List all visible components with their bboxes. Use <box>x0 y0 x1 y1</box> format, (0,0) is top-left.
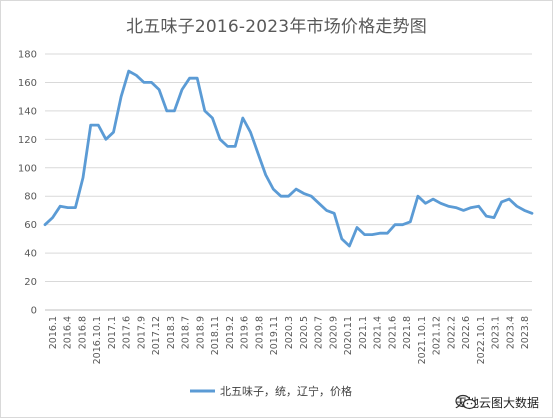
x-tick-label-13: 2019.6 <box>240 316 251 349</box>
x-tick-label-12: 2019.2 <box>225 316 236 349</box>
x-tick-label-21: 2021.1 <box>358 316 369 349</box>
y-tick-label-5: 100 <box>18 163 37 174</box>
y-tick-label-1: 20 <box>24 277 37 288</box>
x-tick-label-27: 2022.2 <box>446 316 457 349</box>
x-tick-label-4: 2017.1 <box>107 316 118 349</box>
x-tick-label-23: 2021.6 <box>387 316 398 349</box>
wechat-icon <box>455 394 477 410</box>
y-tick-label-2: 40 <box>24 249 37 260</box>
x-tick-label-26: 2021.12 <box>432 316 443 355</box>
x-tick-label-31: 2023.4 <box>505 316 516 349</box>
y-tick-label-6: 120 <box>18 135 37 146</box>
x-tick-label-2: 2016.8 <box>77 316 88 349</box>
x-axis-ticks: 2016.1 2016.4 2016.8 2016.10.1 2017.1 2017.6 2… <box>48 316 531 364</box>
x-tick-label-29: 2022.10.1 <box>476 316 487 364</box>
x-tick-label-1: 2016.4 <box>63 316 74 349</box>
x-tick-label-18: 2020.7 <box>314 316 325 349</box>
legend: 北五味子，统，辽宁，价格 <box>190 384 352 398</box>
y-tick-label-9: 180 <box>18 50 37 61</box>
x-tick-label-15: 2019.11 <box>269 316 280 355</box>
x-tick-label-30: 2023.1 <box>491 316 502 349</box>
legend-label: 北五味子，统，辽宁，价格 <box>220 384 352 398</box>
grid-lines <box>45 53 532 311</box>
x-tick-label-14: 2019.8 <box>254 316 265 349</box>
x-tick-label-3: 2016.10.1 <box>92 316 103 364</box>
x-tick-label-6: 2017.9 <box>136 316 147 349</box>
x-tick-label-19: 2020.9 <box>328 316 339 349</box>
x-tick-label-8: 2018.3 <box>166 316 177 349</box>
y-tick-label-3: 60 <box>24 220 37 231</box>
y-tick-label-4: 80 <box>24 192 37 203</box>
watermark: 天地云图大数据 <box>455 394 539 411</box>
series-line-0 <box>43 69 534 248</box>
x-tick-label-10: 2018.9 <box>195 316 206 349</box>
x-tick-label-28: 2022.6 <box>461 316 472 349</box>
x-tick-label-24: 2021.8 <box>402 316 413 349</box>
watermark-text: 天地云图大数据 <box>454 396 539 410</box>
x-tick-label-16: 2020.3 <box>284 316 295 349</box>
x-tick-label-9: 2018.7 <box>181 316 192 349</box>
x-tick-label-11: 2018.11 <box>210 316 221 355</box>
x-tick-label-22: 2021.4 <box>373 316 384 349</box>
y-tick-label-0: 0 <box>31 306 37 317</box>
x-tick-label-0: 2016.1 <box>48 316 59 349</box>
y-axis-ticks: 0 20 40 60 80 100 120 140 160 180 <box>18 50 37 317</box>
y-tick-label-8: 160 <box>18 78 37 89</box>
x-tick-label-20: 2020.11 <box>343 316 354 355</box>
y-tick-label-7: 140 <box>18 106 37 117</box>
series-group <box>43 69 534 248</box>
x-tick-label-32: 2023.8 <box>520 316 531 349</box>
x-tick-label-17: 2020.5 <box>299 316 310 349</box>
x-tick-label-5: 2017.6 <box>122 316 133 349</box>
x-tick-label-7: 2017.12 <box>151 316 162 355</box>
chart-title: 北五味子2016-2023年市场价格走势图 <box>126 17 427 37</box>
x-tick-label-25: 2021.10.1 <box>417 316 428 364</box>
